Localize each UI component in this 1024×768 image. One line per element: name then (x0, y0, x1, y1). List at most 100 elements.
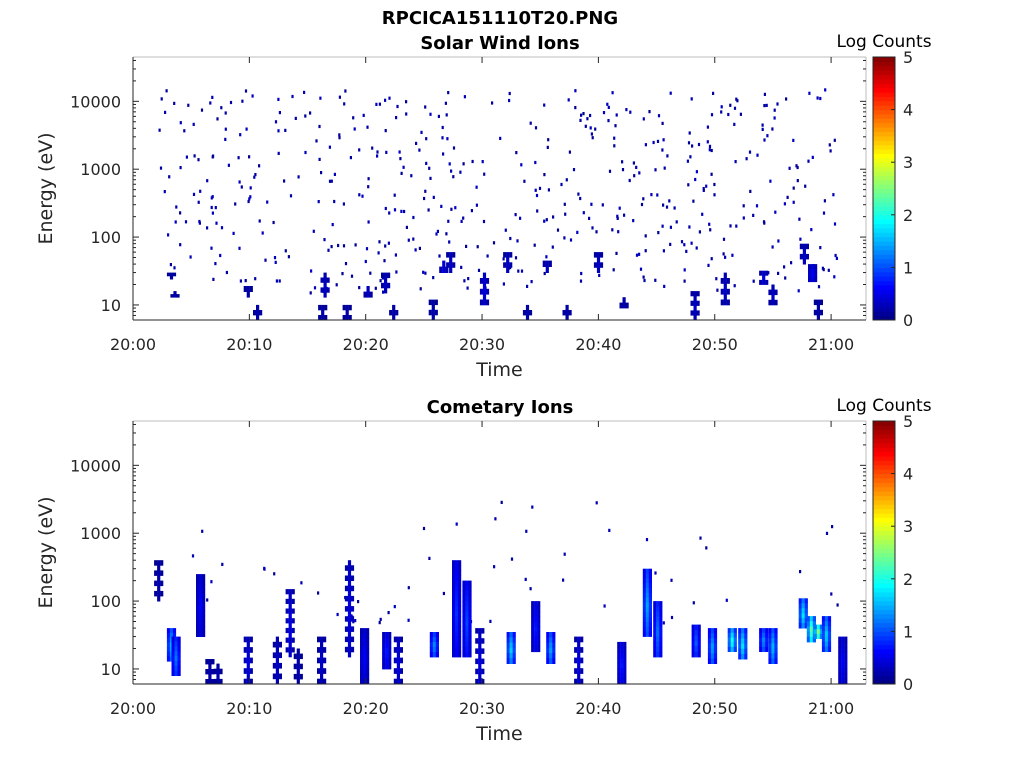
colorbar-segment (873, 460, 895, 466)
intensity-cell (645, 617, 649, 623)
count-pixel (174, 220, 177, 224)
intensity-cell (321, 310, 325, 316)
intensity-cell (350, 565, 355, 571)
intensity-cell (765, 628, 769, 634)
count-pixel (547, 138, 550, 142)
intensity-cell (531, 616, 535, 622)
count-pixel (833, 222, 837, 226)
intensity-cell (347, 585, 352, 592)
intensity-cell (465, 626, 469, 632)
intensity-cell (482, 283, 487, 290)
count-pixel (766, 134, 769, 138)
count-pixel (289, 194, 293, 198)
intensity-cell (360, 633, 364, 639)
count-pixel (817, 285, 821, 289)
count-pixel (278, 279, 281, 283)
panels: 20:00 20:10 20:20 20:30 20:40 20:50 21:0010100… (35, 32, 932, 745)
count-pixel (531, 505, 534, 509)
intensity-cell (813, 624, 817, 630)
intensity-cell (720, 278, 724, 284)
count-pixel (529, 121, 532, 125)
intensity-cell (275, 652, 279, 659)
colorbar-segment (873, 421, 895, 426)
count-pixel (687, 183, 690, 187)
intensity-cell (642, 588, 646, 594)
count-pixel (423, 196, 426, 201)
intensity-cell (759, 646, 763, 652)
count-pixel (590, 132, 593, 136)
intensity-cell (465, 631, 469, 637)
intensity-cell (531, 646, 535, 653)
count-pixel (419, 287, 422, 291)
colorbar-segment (873, 552, 895, 558)
intensity-cell (549, 637, 553, 643)
intensity-cell (771, 289, 775, 296)
count-pixel (773, 116, 776, 120)
count-pixel (579, 279, 583, 283)
count-pixel (526, 284, 529, 288)
intensity-cell (482, 294, 487, 300)
intensity-cell (512, 647, 516, 654)
count-pixel (742, 216, 745, 220)
count-pixel (640, 202, 644, 207)
intensity-cell (774, 299, 778, 306)
count-pixel (377, 251, 380, 255)
count-pixel (523, 179, 526, 183)
count-pixel (393, 605, 396, 609)
intensity-cell (458, 616, 462, 622)
intensity-cell (720, 299, 724, 306)
count-pixel (191, 554, 195, 558)
intensity-cell (562, 310, 566, 316)
intensity-cell (288, 613, 292, 619)
count-pixel (333, 199, 336, 204)
colorbar-segment (873, 100, 895, 106)
intensity-cell (462, 580, 466, 587)
colorbar-segment (873, 127, 895, 133)
intensity-cell (642, 631, 646, 637)
intensity-cell (617, 663, 621, 669)
intensity-cell (399, 657, 403, 664)
intensity-cell (366, 286, 370, 292)
count-pixel (648, 110, 651, 114)
count-pixel (475, 185, 478, 189)
count-pixel (810, 228, 813, 232)
count-pixel (688, 131, 691, 135)
intensity-cell (246, 647, 250, 653)
count-pixel (722, 237, 726, 241)
count-pixel (294, 116, 297, 120)
count-pixel (221, 562, 224, 566)
intensity-cell (620, 663, 624, 669)
intensity-cell (821, 616, 826, 622)
intensity-cell (452, 621, 456, 627)
intensity-cell (824, 631, 829, 637)
intensity-cell (288, 647, 292, 653)
intensity-cell (452, 252, 456, 258)
count-pixel (206, 226, 209, 230)
intensity-cell (813, 299, 817, 306)
intensity-cell (617, 652, 621, 659)
y-tick-label: 1000 (80, 524, 121, 543)
intensity-cell (546, 637, 550, 643)
intensity-cell (479, 299, 484, 306)
count-pixel (716, 288, 719, 292)
intensity-cell (366, 648, 370, 654)
colorbar-segment (873, 65, 895, 71)
intensity-cell (154, 590, 158, 597)
count-pixel (466, 286, 469, 290)
intensity-cell (741, 648, 745, 655)
intensity-cell (243, 657, 247, 664)
intensity-cell (645, 592, 649, 599)
count-pixel (489, 619, 492, 623)
intensity-cell (465, 641, 469, 648)
intensity-cell (814, 277, 818, 283)
intensity-cell (723, 278, 727, 284)
count-pixel (273, 572, 276, 576)
count-pixel (720, 110, 723, 114)
intensity-cell (462, 651, 466, 658)
count-pixel (429, 176, 432, 180)
intensity-cell (813, 629, 817, 635)
intensity-cell (537, 631, 541, 637)
count-pixel (396, 104, 399, 109)
intensity-cell (723, 283, 727, 290)
